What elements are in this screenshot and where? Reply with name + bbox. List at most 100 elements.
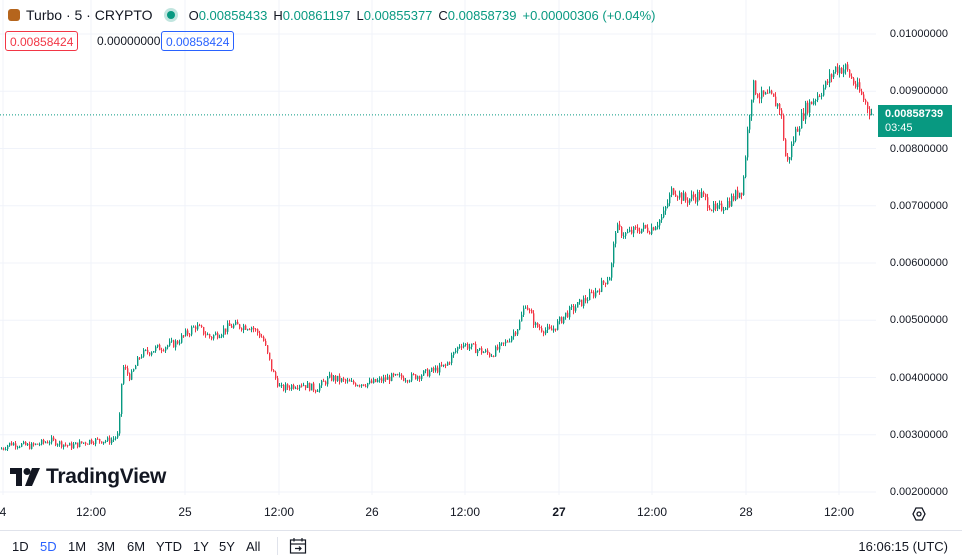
range-button-5d[interactable]: 5D (40, 539, 57, 554)
candle-body (49, 442, 51, 444)
candle-body (537, 323, 539, 328)
candle-body (239, 324, 241, 329)
candle-body (279, 385, 281, 387)
low-key: L (356, 7, 364, 23)
candle-body (241, 328, 243, 330)
candle-body (577, 302, 579, 308)
tradingview-logo[interactable]: TradingView (10, 465, 166, 489)
candle-body (747, 129, 749, 158)
candle-body (497, 346, 499, 350)
candle-body (237, 321, 239, 325)
candle-body (25, 441, 27, 446)
candle-body (573, 306, 575, 311)
y-tick-label: 0.00200000 (889, 486, 948, 498)
range-button-all[interactable]: All (246, 539, 261, 554)
candle-body (143, 349, 145, 357)
range-button-1d[interactable]: 1D (12, 539, 29, 554)
candle-body (541, 328, 543, 332)
candle-body (267, 345, 269, 353)
candle-body (349, 380, 351, 382)
candle-body (703, 192, 705, 195)
candle-body (711, 209, 713, 211)
candle-body (611, 263, 613, 278)
buy-button[interactable]: 0.00858424 (161, 31, 235, 51)
candle-body (385, 377, 387, 380)
range-button-6m[interactable]: 6M (127, 539, 146, 554)
candle-body (601, 280, 603, 292)
candle-body (557, 321, 559, 330)
date-range-calendar-icon[interactable] (289, 537, 307, 560)
range-button-3m[interactable]: 3M (97, 539, 116, 554)
candle-body (435, 367, 437, 371)
x-tick-label: 12:00 (75, 505, 107, 519)
range-button-1m[interactable]: 1M (68, 539, 87, 554)
candle-body (293, 385, 295, 389)
candle-body (629, 229, 631, 232)
range-button-1y[interactable]: 1Y (193, 539, 209, 554)
candle-body (871, 113, 873, 115)
candle-body (681, 192, 683, 201)
candle-body (99, 438, 101, 442)
chart-area[interactable] (0, 0, 962, 530)
candle-body (379, 378, 381, 381)
candle-body (685, 193, 687, 201)
candle-body (593, 292, 595, 297)
candle-body (233, 324, 235, 328)
bottom-toolbar: 1D 5D 1M 3M 6M YTD 1Y 5Y All 16:06:15 (UTC) (0, 530, 962, 559)
candle-body (69, 443, 71, 446)
candle-body (499, 343, 501, 350)
candle-body (117, 433, 119, 438)
candle-body (31, 443, 33, 449)
candle-body (425, 369, 427, 371)
candle-body (581, 299, 583, 307)
candle-body (227, 323, 229, 332)
candle-body (733, 195, 735, 200)
candle-body (649, 232, 651, 234)
candle-body (465, 343, 467, 346)
sell-button[interactable]: 0.00858424 (5, 31, 79, 51)
candle-body (319, 385, 321, 391)
range-button-5y[interactable]: 5Y (219, 539, 235, 554)
candle-body (521, 314, 523, 322)
candle-body (809, 101, 811, 113)
candle-body (393, 373, 395, 376)
candle-body (751, 99, 753, 117)
candle-body (865, 100, 867, 103)
candle-body (857, 82, 859, 87)
candle-body (41, 439, 43, 445)
range-button-ytd[interactable]: YTD (156, 539, 182, 554)
candle-body (819, 95, 821, 97)
candle-body (661, 217, 663, 220)
utc-clock[interactable]: 16:06:15 (UTC) (858, 539, 948, 554)
candle-body (193, 326, 195, 328)
candle-body (551, 328, 553, 331)
candle-body (473, 343, 475, 345)
candle-body (749, 116, 751, 130)
turbo-logo-icon (8, 9, 20, 21)
candle-body (579, 299, 581, 303)
candle-body (397, 374, 399, 376)
candle-body (137, 357, 139, 366)
candle-body (299, 385, 301, 389)
symbol-title[interactable]: Turbo · 5 · CRYPTO (26, 7, 153, 23)
candle-body (821, 95, 823, 97)
candle-body (803, 112, 805, 120)
candle-body (651, 227, 653, 234)
candle-body (247, 329, 249, 331)
candle-body (531, 310, 533, 314)
candle-body (621, 227, 623, 236)
candle-body (583, 298, 585, 307)
legend-bar: Turbo · 5 · CRYPTO O 0.00858433 H 0.008611… (8, 6, 661, 24)
candle-body (259, 332, 261, 337)
candle-body (39, 444, 41, 446)
candle-body (121, 383, 123, 415)
candle-body (27, 443, 29, 446)
settings-icon[interactable] (912, 507, 926, 526)
candle-body (453, 352, 455, 356)
y-tick-label: 0.00500000 (889, 314, 948, 327)
candle-body (547, 326, 549, 330)
candle-body (75, 442, 77, 445)
candle-body (53, 437, 55, 440)
candle-body (797, 128, 799, 132)
candle-body (103, 441, 105, 444)
